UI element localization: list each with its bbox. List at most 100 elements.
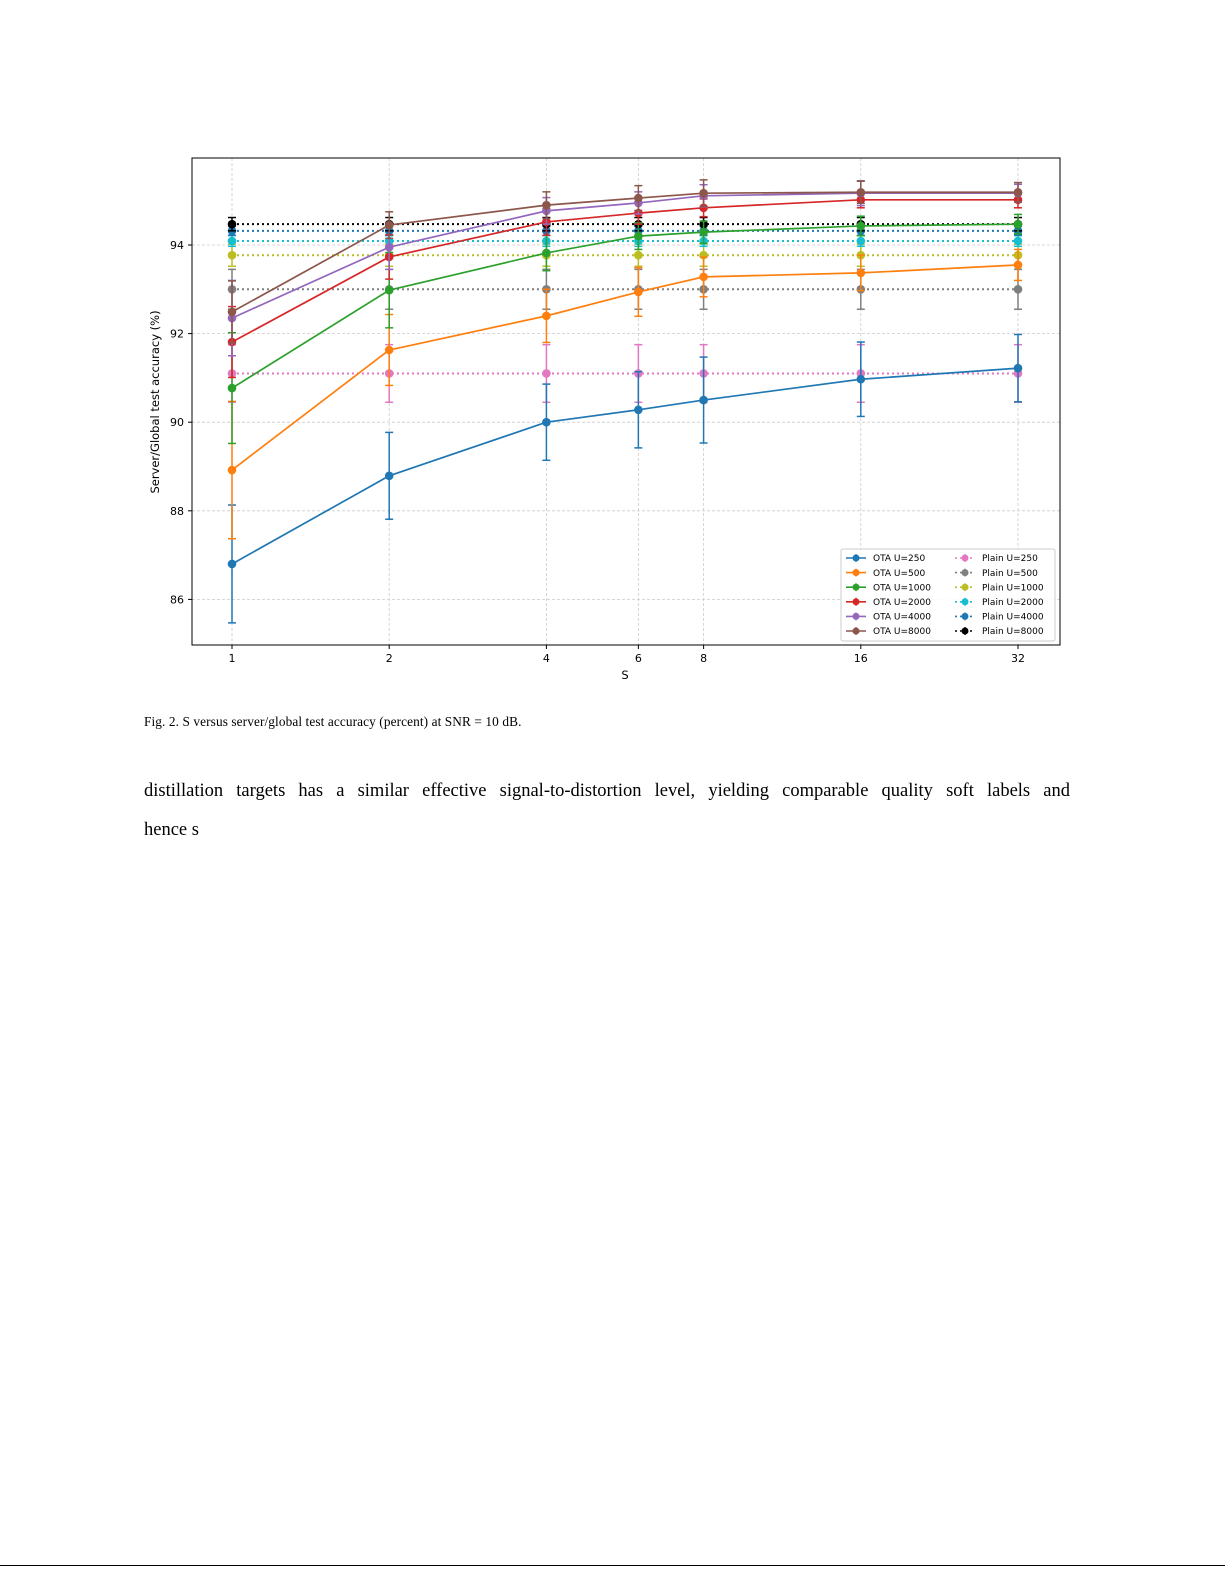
legend-label: OTA U=8000	[873, 627, 931, 637]
axes-frame	[191, 157, 1061, 646]
y-tick-label: 92	[170, 328, 184, 341]
y-tick-label: 86	[170, 593, 184, 606]
legend-item: Plain U=1000	[955, 583, 1044, 593]
data-point	[699, 227, 708, 237]
y-tick-label: 88	[170, 505, 184, 518]
legend-item: OTA U=4000	[846, 612, 931, 623]
data-point	[1013, 187, 1023, 197]
data-point	[384, 285, 394, 295]
data-point	[227, 236, 237, 246]
x-tick-label: 6	[635, 652, 642, 665]
data-point	[856, 374, 866, 384]
legend-box	[840, 548, 1056, 642]
series-ota-u-8000	[227, 179, 1023, 344]
legend-marker	[852, 554, 860, 562]
legend-label: Plain U=2000	[982, 598, 1044, 608]
legend: OTA U=250 OTA U=500 OTA U=1000 OTA U=2000 OT…	[840, 548, 1056, 642]
legend-marker	[961, 612, 969, 620]
legend-marker	[852, 627, 860, 635]
data-point	[542, 369, 551, 378]
legend-item: Plain U=500	[955, 568, 1038, 579]
legend-label: OTA U=1000	[873, 583, 931, 593]
data-point	[856, 236, 866, 246]
x-tick-label: 8	[700, 652, 707, 665]
data-point	[1013, 363, 1023, 373]
legend-label: Plain U=4000	[982, 613, 1044, 623]
legend-marker	[961, 627, 969, 635]
data-point	[634, 287, 643, 297]
legend-item: OTA U=1000	[846, 583, 931, 593]
data-point	[227, 307, 237, 317]
series-group	[227, 179, 1023, 624]
data-point	[699, 272, 708, 282]
legend-item: OTA U=8000	[846, 627, 931, 637]
data-point	[856, 268, 866, 278]
legend-item: OTA U=500	[846, 568, 925, 579]
data-point	[699, 395, 708, 405]
data-point	[227, 383, 237, 393]
series-ota-u-500	[227, 248, 1023, 540]
legend-marker	[961, 554, 969, 562]
legend-label: Plain U=500	[982, 569, 1038, 579]
data-point	[227, 219, 237, 229]
body-line-1: distillation targets has a similar effec…	[144, 781, 1070, 801]
y-axis-label: Server/Global test accuracy (%)	[148, 310, 162, 493]
data-point	[699, 203, 708, 213]
x-tick-label: 16	[854, 652, 868, 665]
data-point	[634, 405, 643, 415]
legend-marker	[852, 598, 860, 606]
legend-item: Plain U=2000	[955, 597, 1044, 608]
data-point	[227, 559, 237, 569]
data-point	[384, 220, 394, 230]
legend-label: OTA U=500	[873, 569, 925, 579]
figure-2: 1 2 4 6 8 16 32 86 88 90 92 94 S Server/Global test a…	[0, 0, 1225, 700]
legend-item: OTA U=250	[846, 554, 925, 564]
legend-label: Plain U=8000	[982, 627, 1044, 637]
data-point	[542, 417, 551, 427]
page-bottom-rule	[0, 1565, 1225, 1566]
data-point	[1013, 219, 1023, 229]
legend-label: OTA U=2000	[873, 598, 931, 608]
data-point	[542, 200, 551, 210]
data-point	[634, 231, 643, 241]
figure-caption: Fig. 2. S versus server/global test accu…	[144, 714, 522, 729]
x-tick-label: 2	[386, 652, 393, 665]
data-point	[227, 465, 237, 475]
x-tick-label: 1	[229, 652, 236, 665]
data-point	[699, 188, 708, 198]
data-point	[634, 250, 643, 260]
legend-label: OTA U=250	[873, 554, 925, 564]
legend-marker	[961, 569, 969, 577]
data-point	[384, 345, 394, 355]
data-point	[542, 311, 551, 321]
data-point	[1013, 260, 1023, 270]
x-tick-label: 4	[543, 652, 550, 665]
data-point	[634, 193, 643, 203]
legend-item: OTA U=2000	[846, 597, 931, 608]
legend-marker	[961, 598, 969, 606]
y-tick-label: 94	[170, 239, 184, 252]
body-line-2: hence s	[144, 820, 199, 840]
x-axis-label: S	[621, 668, 628, 682]
data-point	[1013, 285, 1023, 294]
data-point	[1013, 236, 1023, 246]
data-point	[542, 248, 551, 258]
data-point	[227, 250, 237, 260]
legend-label: OTA U=4000	[873, 613, 931, 623]
data-point	[384, 471, 394, 481]
legend-item: Plain U=4000	[955, 612, 1044, 623]
legend-item: Plain U=8000	[955, 627, 1044, 637]
x-tick-label: 32	[1011, 652, 1025, 665]
accuracy-chart: 1 2 4 6 8 16 32 86 88 90 92 94 S Server/Global test a…	[148, 157, 1061, 682]
legend-marker	[852, 569, 860, 577]
data-point	[856, 221, 866, 231]
legend-marker	[852, 583, 860, 591]
y-tick-label: 90	[170, 416, 184, 429]
legend-marker	[852, 612, 860, 620]
legend-item: Plain U=250	[955, 554, 1038, 564]
data-point	[384, 242, 394, 252]
body-paragraph: distillation targets has a similar effec…	[144, 772, 1070, 850]
data-point	[856, 187, 866, 197]
legend-marker	[961, 583, 969, 591]
legend-label: Plain U=1000	[982, 583, 1044, 593]
